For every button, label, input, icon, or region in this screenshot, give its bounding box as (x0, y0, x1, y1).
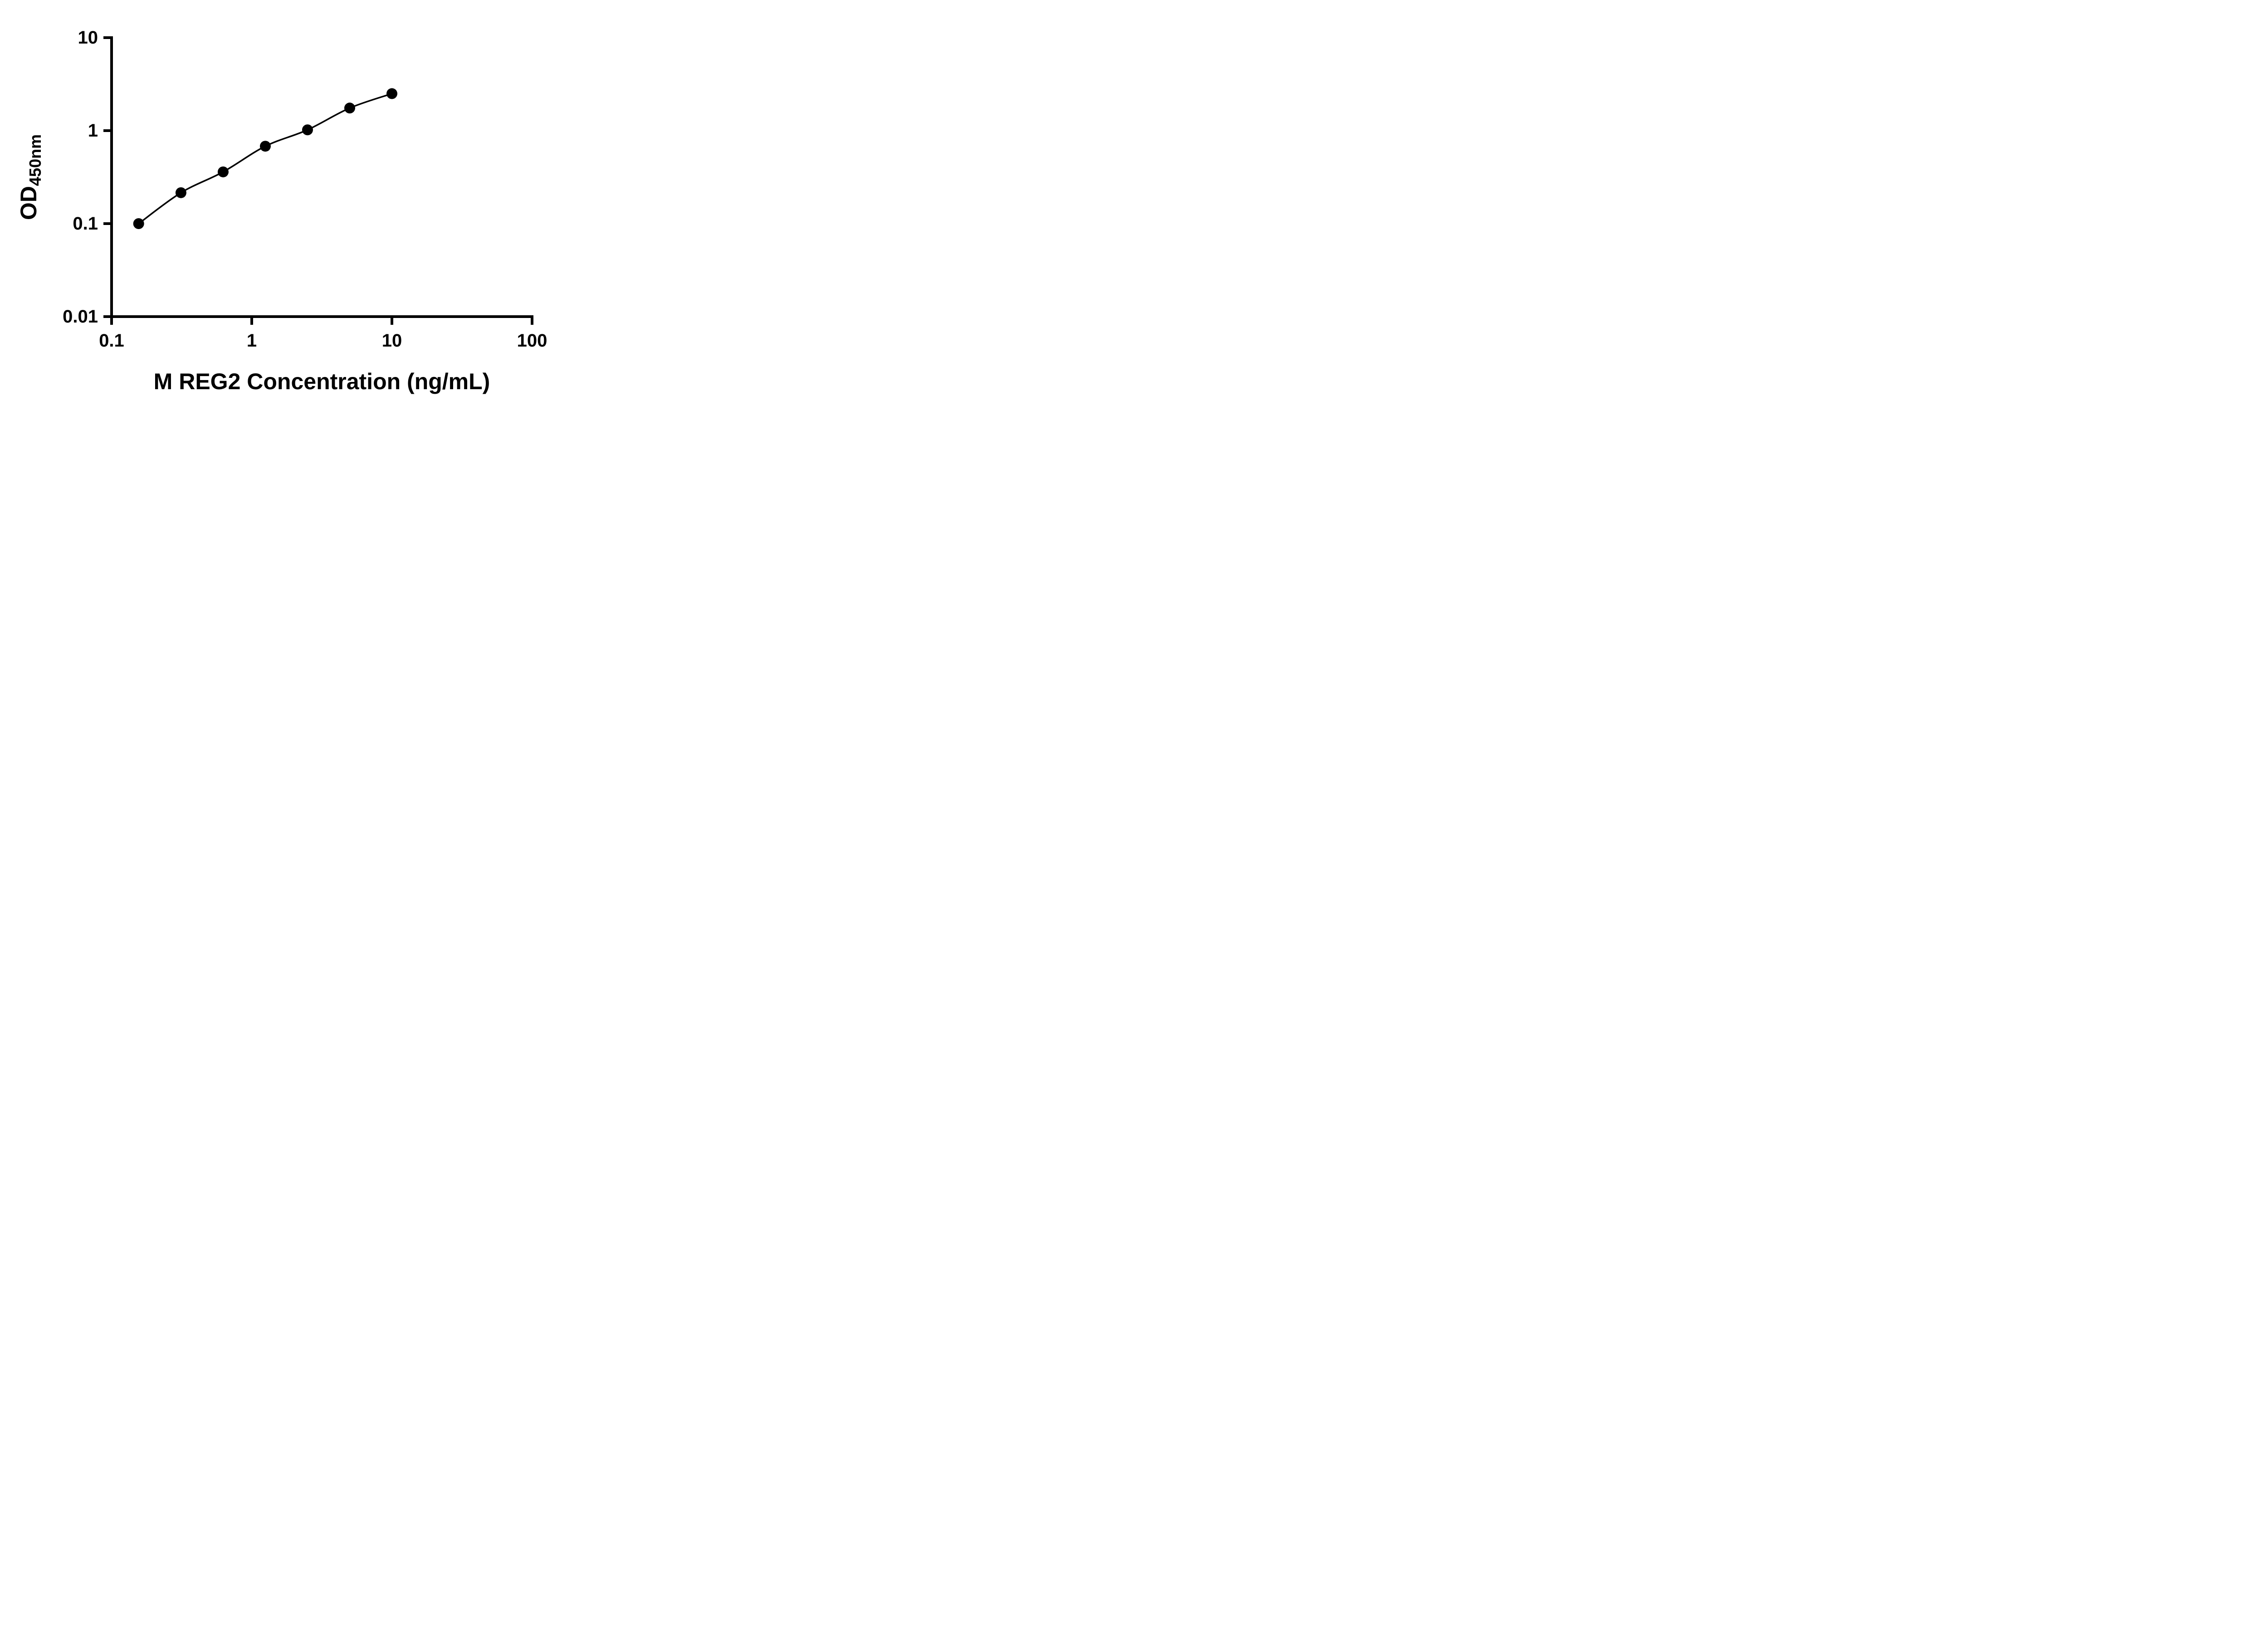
y-tick-label: 1 (88, 121, 98, 141)
y-tick-label: 0.1 (73, 214, 98, 234)
data-point-marker (344, 103, 355, 114)
data-point-marker (175, 187, 186, 198)
y-tick-label: 0.01 (63, 307, 98, 327)
y-axis-title: OD450nm (16, 134, 44, 220)
data-point-marker (386, 88, 397, 99)
x-tick-label: 1 (247, 331, 257, 351)
data-point-marker (259, 141, 271, 152)
data-point-marker (302, 124, 313, 136)
y-tick-label: 10 (78, 28, 98, 48)
x-tick-label: 10 (382, 331, 402, 351)
data-point-marker (217, 166, 229, 177)
standard-curve-line (138, 93, 392, 225)
x-tick-label: 100 (517, 331, 547, 351)
y-axis-title-subscript: 450nm (26, 134, 44, 186)
x-tick-label: 0.1 (99, 331, 124, 351)
x-axis-title: M REG2 Concentration (ng/mL) (154, 369, 490, 394)
y-axis-title-main: OD (16, 186, 41, 220)
elisa-standard-curve-chart: 0.01 0.1 1 10 0.1 1 10 100 M REG2 Concentration … (0, 0, 583, 408)
data-point-marker (133, 218, 144, 229)
